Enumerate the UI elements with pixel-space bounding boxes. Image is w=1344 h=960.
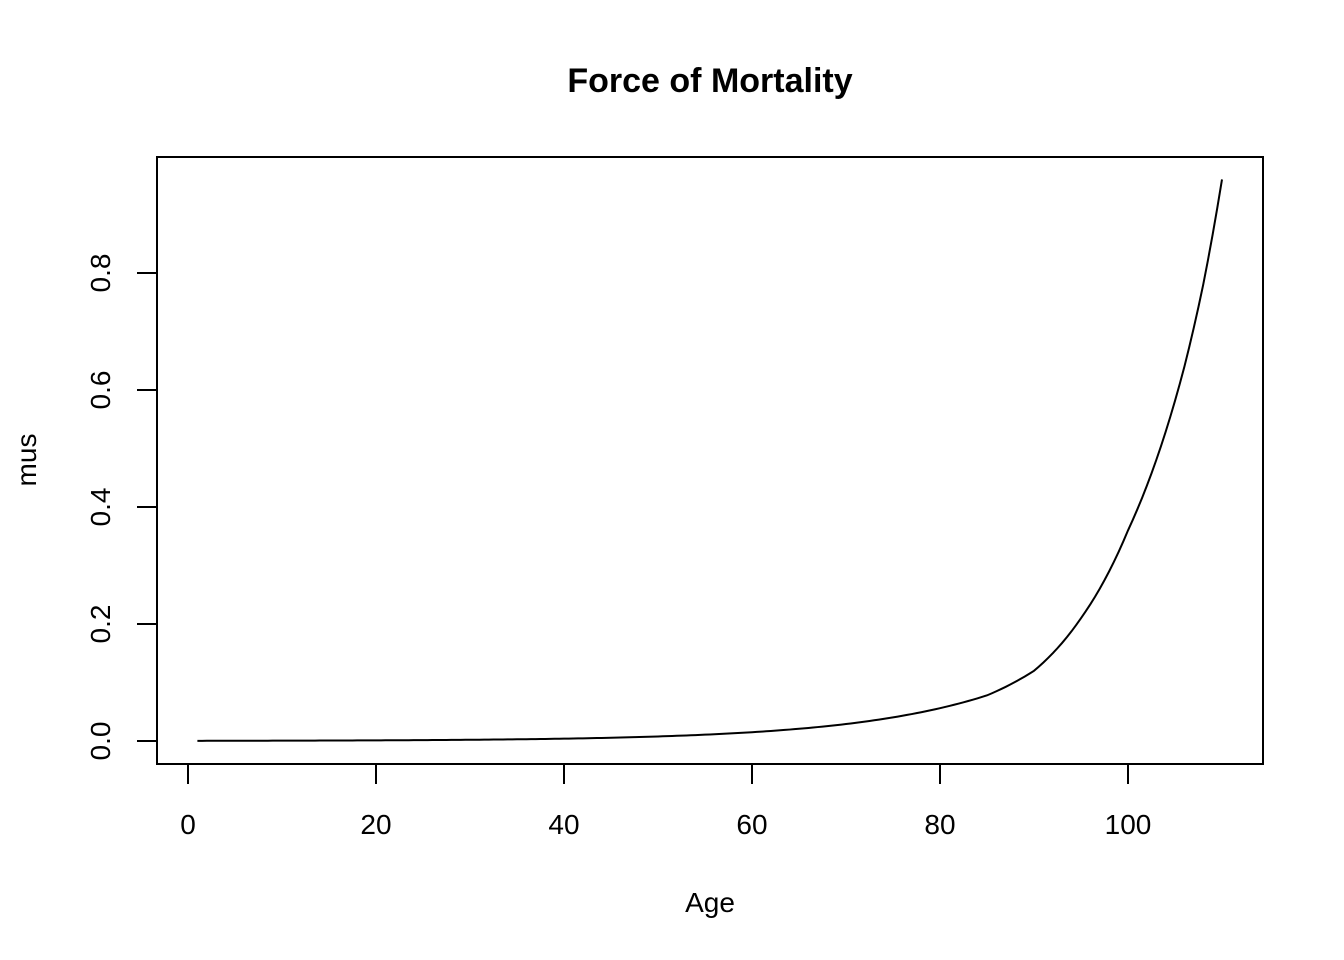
y-tick-label: 0.8 <box>85 254 116 293</box>
y-tick-label: 0.4 <box>85 488 116 527</box>
y-tick-label: 0.0 <box>85 722 116 761</box>
y-tick-label: 0.6 <box>85 371 116 410</box>
plot-frame <box>156 156 1264 765</box>
x-axis: 0 20 40 60 80 100 <box>180 763 1152 840</box>
x-tick-label: 0 <box>180 809 196 840</box>
chart-title: Force of Mortality <box>567 62 852 100</box>
y-axis-label: mus <box>11 434 42 487</box>
x-tick-label: 40 <box>548 809 579 840</box>
series-layer <box>197 179 1223 742</box>
x-tick-label: 20 <box>360 809 391 840</box>
x-axis-label: Age <box>685 887 735 918</box>
x-tick-label: 60 <box>736 809 767 840</box>
x-tick-label: 100 <box>1105 809 1152 840</box>
x-tick-label: 80 <box>924 809 955 840</box>
y-tick-label: 0.2 <box>85 605 116 644</box>
y-axis: 0.0 0.2 0.4 0.6 0.8 <box>85 254 158 761</box>
series-line <box>197 179 1223 742</box>
